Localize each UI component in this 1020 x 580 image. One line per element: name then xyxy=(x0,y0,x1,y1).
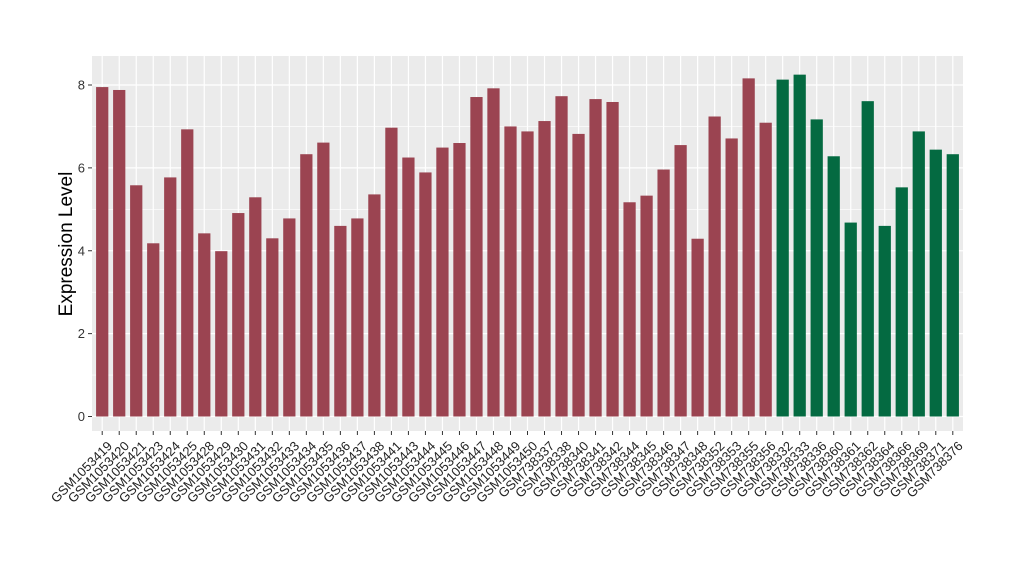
bar-GSM738337 xyxy=(538,121,551,417)
bar-GSM738340 xyxy=(572,133,585,417)
bar-GSM738355 xyxy=(742,78,755,417)
bar-GSM1053431 xyxy=(249,197,262,417)
bar-GSM1053441 xyxy=(385,127,398,417)
y-tick-label: 8 xyxy=(78,78,85,93)
bar-GSM1053425 xyxy=(181,129,194,417)
bar-GSM738360 xyxy=(827,156,840,417)
bar-GSM1053448 xyxy=(487,88,500,417)
bar-GSM738353 xyxy=(725,138,738,417)
y-axis: 0 2 4 6 8 xyxy=(78,78,92,424)
bar-GSM738366 xyxy=(895,187,908,417)
bar-GSM738338 xyxy=(555,96,568,417)
bar-GSM1053450 xyxy=(521,131,534,417)
bar-GSM738371 xyxy=(929,149,942,417)
bar-GSM738346 xyxy=(657,169,670,417)
bar-GSM1053446 xyxy=(453,143,466,417)
bar-GSM1053424 xyxy=(164,177,177,417)
bar-GSM1053443 xyxy=(402,157,415,417)
bar-GSM1053444 xyxy=(419,172,432,417)
bar-GSM738344 xyxy=(623,202,636,417)
bar-GSM738332 xyxy=(776,79,789,417)
bar-GSM1053436 xyxy=(334,225,347,417)
bar-GSM1053429 xyxy=(215,251,228,417)
bar-GSM1053438 xyxy=(368,194,381,417)
bar-GSM1053434 xyxy=(300,154,313,417)
x-axis: GSM1053419GSM1053420GSM1053421GSM1053423… xyxy=(48,431,966,506)
bar-GSM1053421 xyxy=(130,185,143,417)
bar-GSM738345 xyxy=(640,195,653,417)
bar-GSM1053423 xyxy=(147,243,160,417)
y-tick-label: 0 xyxy=(78,409,85,424)
bar-GSM738356 xyxy=(759,122,772,417)
bar-GSM1053447 xyxy=(470,97,483,417)
bar-GSM1053445 xyxy=(436,147,449,417)
bar-GSM738342 xyxy=(606,101,619,417)
bar-GSM738376 xyxy=(946,154,959,417)
bar-GSM1053432 xyxy=(266,238,279,417)
bar-GSM1053419 xyxy=(96,87,109,417)
y-tick-label: 6 xyxy=(78,160,85,175)
bars xyxy=(96,74,959,417)
bar-GSM738333 xyxy=(793,74,806,417)
bar-GSM738352 xyxy=(708,116,721,417)
bar-GSM1053430 xyxy=(232,213,245,417)
y-tick-label: 2 xyxy=(78,326,85,341)
bar-GSM1053437 xyxy=(351,218,364,417)
bar-GSM738341 xyxy=(589,99,602,417)
bar-GSM1053428 xyxy=(198,233,211,417)
bar-GSM1053449 xyxy=(504,126,517,417)
y-axis-title: Expression Level xyxy=(56,172,77,317)
bar-GSM738362 xyxy=(861,101,874,417)
bar-GSM738348 xyxy=(691,238,704,417)
bar-GSM738364 xyxy=(878,225,891,417)
bar-GSM1053433 xyxy=(283,218,296,417)
bar-GSM1053420 xyxy=(113,89,126,417)
bar-GSM738336 xyxy=(810,119,823,417)
bar-GSM738369 xyxy=(912,131,925,417)
bar-GSM738347 xyxy=(674,145,687,417)
bar-GSM1053435 xyxy=(317,142,330,417)
y-tick-label: 4 xyxy=(78,243,85,258)
bar-GSM738361 xyxy=(844,222,857,417)
